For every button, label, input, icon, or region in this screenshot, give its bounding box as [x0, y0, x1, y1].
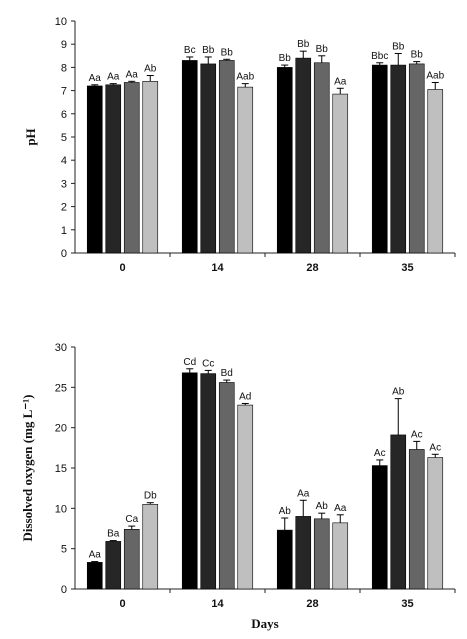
- significance-label: Cc: [202, 358, 214, 369]
- x-category-label: 14: [211, 598, 224, 610]
- y-tick-label: 0: [61, 248, 67, 260]
- significance-label: Bb: [411, 50, 424, 61]
- significance-label: Ab: [144, 64, 157, 75]
- y-tick-label: 30: [55, 342, 67, 354]
- bar: [332, 522, 349, 590]
- bar: [295, 57, 312, 254]
- bar: [390, 64, 407, 254]
- bar: [237, 404, 254, 590]
- bar: [408, 63, 425, 254]
- bar: [200, 373, 217, 590]
- significance-label: Bb: [202, 45, 215, 56]
- significance-label: Aa: [107, 72, 120, 83]
- bar: [123, 82, 140, 254]
- y-tick-label: 1: [61, 225, 67, 237]
- y-tick-label: 4: [61, 155, 67, 167]
- y-tick-label: 15: [55, 463, 67, 475]
- bar: [142, 503, 159, 590]
- y-tick-label: 10: [55, 16, 67, 28]
- y-tick-label: 3: [61, 178, 67, 190]
- significance-label: Aa: [334, 76, 347, 87]
- bar: [105, 541, 122, 590]
- y-tick-label: 9: [61, 39, 67, 51]
- significance-label: Bd: [221, 368, 233, 379]
- bar: [105, 84, 122, 254]
- x-category-label: 28: [306, 598, 318, 610]
- significance-label: Ad: [239, 391, 251, 402]
- bar: [123, 529, 140, 590]
- bar: [332, 93, 349, 254]
- significance-label: Aa: [89, 550, 102, 561]
- bar: [276, 67, 293, 254]
- significance-label: Aa: [297, 488, 310, 499]
- x-category-label: 28: [306, 262, 318, 274]
- x-category-label: 0: [119, 262, 125, 274]
- x-axis-label: Days: [251, 616, 278, 631]
- y-tick-label: 5: [61, 544, 67, 556]
- significance-label: Ba: [107, 529, 120, 540]
- bar: [371, 465, 388, 590]
- y-tick-label: 0: [61, 584, 67, 596]
- bar: [181, 372, 198, 590]
- bar: [276, 529, 293, 590]
- significance-label: Aa: [126, 69, 139, 80]
- y-tick-label: 10: [55, 503, 67, 515]
- bar: [218, 60, 235, 254]
- bar: [427, 89, 444, 254]
- bar: [142, 81, 159, 254]
- bar: [86, 562, 103, 590]
- significance-label: Aa: [334, 503, 347, 514]
- significance-label: Db: [144, 491, 157, 502]
- significance-label: Ab: [392, 387, 405, 398]
- significance-label: Bb: [221, 47, 234, 58]
- significance-label: Ca: [125, 514, 138, 525]
- bar: [200, 63, 217, 254]
- bar: [408, 449, 425, 590]
- significance-label: Aa: [89, 73, 102, 84]
- bar: [427, 457, 444, 590]
- significance-label: Ab: [279, 506, 292, 517]
- significance-label: Bb: [279, 53, 292, 64]
- bar: [371, 64, 388, 254]
- significance-label: Ac: [374, 448, 386, 459]
- y-axis-label: Dissolved oxygen (mg L⁻¹): [20, 395, 35, 542]
- significance-label: Bb: [316, 44, 329, 55]
- significance-label: Ab: [316, 501, 329, 512]
- significance-label: Bc: [184, 45, 196, 56]
- y-tick-label: 6: [61, 109, 67, 121]
- bar: [313, 62, 330, 254]
- bar: [313, 518, 330, 590]
- y-tick-label: 2: [61, 202, 67, 214]
- significance-label: Bbc: [371, 51, 388, 62]
- significance-label: Ac: [429, 442, 441, 453]
- bar: [86, 85, 103, 254]
- x-category-label: 35: [401, 598, 413, 610]
- significance-label: Cd: [183, 357, 196, 368]
- bar: [295, 516, 312, 590]
- y-tick-label: 8: [61, 62, 67, 74]
- significance-label: Aab: [236, 72, 254, 83]
- significance-label: Aab: [426, 70, 444, 81]
- y-tick-label: 7: [61, 86, 67, 98]
- x-category-label: 0: [119, 598, 125, 610]
- significance-label: Ac: [411, 429, 423, 440]
- significance-label: Bb: [297, 39, 310, 50]
- y-tick-label: 5: [61, 132, 67, 144]
- dissolved-oxygen-chart: 0 5 10 15 20 25 30 0 Aa Ba Ca Db 14 Cd Cc Bd Ad 28 Ab Aa Ab A…: [20, 342, 456, 631]
- y-tick-label: 25: [55, 382, 67, 394]
- bar: [218, 382, 235, 590]
- y-tick-label: 20: [55, 423, 67, 435]
- bar: [390, 434, 407, 590]
- x-category-label: 35: [401, 262, 413, 274]
- bar: [237, 86, 254, 254]
- y-axis-label: pH: [23, 128, 38, 145]
- significance-label: Bb: [392, 41, 405, 52]
- bar: [181, 60, 198, 254]
- x-category-label: 14: [211, 262, 224, 274]
